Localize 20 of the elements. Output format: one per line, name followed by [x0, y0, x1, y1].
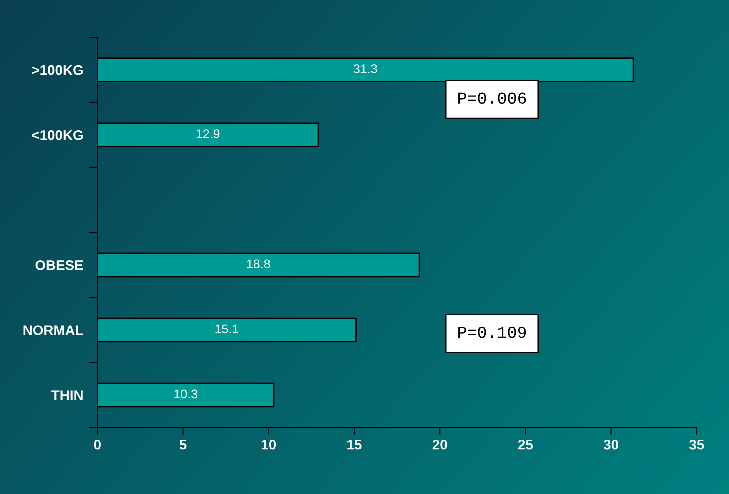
y-tick-label: <100KG [32, 130, 83, 140]
data-label: 10.3 [174, 390, 198, 399]
y-tick-label: OBESE [36, 260, 84, 270]
x-tick-label: 25 [518, 440, 534, 450]
y-tick-label: >100KG [32, 65, 83, 76]
annotation: P=0.006 [458, 92, 526, 104]
x-tick-label: 5 [180, 440, 187, 450]
data-label: 31.3 [354, 64, 378, 74]
x-tick-label: 35 [690, 440, 704, 450]
x-tick-label: 0 [94, 440, 101, 450]
y-tick-label: NORMAL [24, 326, 84, 336]
x-tick-label: 20 [432, 440, 448, 450]
y-tick-label: THIN [52, 390, 83, 400]
x-tick-label: 15 [348, 440, 362, 450]
x-tick-label: 10 [262, 440, 276, 450]
x-tick-label: 30 [604, 440, 618, 450]
data-label: 12.9 [196, 130, 220, 138]
data-label: 15.1 [216, 324, 239, 334]
annotation: P=0.109 [458, 326, 526, 338]
data-label: 18.8 [247, 260, 270, 269]
